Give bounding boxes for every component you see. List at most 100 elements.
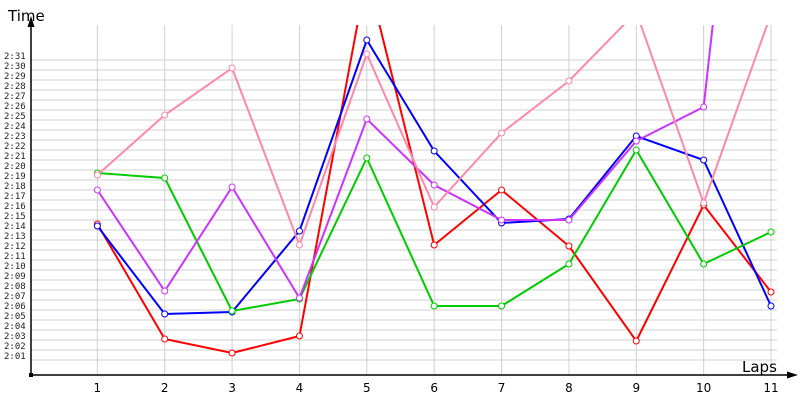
data-point [633, 9, 639, 15]
data-point [228, 64, 236, 72]
y-tick-label: 2:15 [4, 212, 26, 222]
y-tick-label: 2:17 [4, 192, 26, 202]
x-tick-label: 5 [363, 381, 371, 395]
y-tick-label: 2:18 [4, 182, 26, 192]
y-tick-label: 2:14 [4, 222, 26, 232]
y-tick-label: 2:07 [4, 292, 26, 302]
data-point [498, 216, 506, 224]
x-tick-label: 1 [94, 381, 102, 395]
data-point [363, 50, 371, 58]
x-axis-ticks: 1 2 3 4 5 6 7 8 9 10 11 [94, 381, 779, 395]
data-point [430, 241, 438, 249]
y-tick-label: 2:13 [4, 232, 26, 242]
data-point [295, 227, 303, 235]
y-tick-label: 2:10 [4, 262, 26, 272]
data-point [632, 137, 640, 145]
y-tick-label: 2:06 [4, 302, 26, 312]
data-point [363, 154, 371, 162]
series-0 [93, 25, 775, 357]
y-tick-label: 2:04 [4, 322, 26, 332]
x-tick-label: 11 [763, 381, 778, 395]
data-point [430, 302, 438, 310]
data-point [228, 183, 236, 191]
data-point [430, 147, 438, 155]
data-point [700, 103, 708, 111]
data-point [565, 216, 573, 224]
data-point [565, 260, 573, 268]
y-tick-label: 2:05 [4, 312, 26, 322]
x-tick-label: 8 [565, 381, 573, 395]
data-point [295, 241, 303, 249]
data-point [700, 260, 708, 268]
data-point [295, 294, 303, 302]
data-point [498, 129, 506, 137]
y-tick-label: 2:02 [4, 342, 26, 352]
y-tick-label: 2:31 [4, 52, 26, 62]
data-point [430, 181, 438, 189]
data-point [430, 203, 438, 211]
y-tick-label: 2:27 [4, 92, 26, 102]
x-tick-label: 2 [161, 381, 169, 395]
x-tick-label: 4 [296, 381, 304, 395]
y-tick-label: 2:11 [4, 252, 26, 262]
data-point [161, 174, 169, 182]
y-tick-label: 2:01 [4, 352, 26, 362]
data-point [363, 36, 371, 44]
data-point [93, 186, 101, 194]
y-tick-label: 2:20 [4, 162, 26, 172]
data-point [700, 156, 708, 164]
y-tick-label: 2:12 [4, 242, 26, 252]
y-tick-label: 2:28 [4, 82, 26, 92]
x-axis-label: Laps [742, 358, 777, 376]
x-tick-label: 10 [696, 381, 711, 395]
y-tick-label: 2:09 [4, 272, 26, 282]
data-point [228, 349, 236, 357]
data-point [700, 199, 708, 207]
y-tick-label: 2:23 [4, 132, 26, 142]
data-point [161, 310, 169, 318]
series-4 [93, 9, 774, 249]
series-1 [93, 36, 775, 318]
y-tick-label: 2:19 [4, 172, 26, 182]
data-point [498, 302, 506, 310]
data-point [93, 171, 101, 179]
y-tick-label: 2:21 [4, 152, 26, 162]
y-tick-label: 2:26 [4, 102, 26, 112]
data-point [161, 287, 169, 295]
data-point [767, 302, 775, 310]
data-point [768, 11, 774, 17]
x-tick-label: 9 [632, 381, 640, 395]
data-point [767, 228, 775, 236]
data-point [93, 222, 101, 230]
y-tick-label: 2:25 [4, 112, 26, 122]
series-3 [93, 25, 714, 302]
y-tick-label: 2:03 [4, 332, 26, 342]
origin-marker [29, 373, 33, 377]
data-point [161, 335, 169, 343]
x-axis-arrow-icon [787, 371, 798, 379]
y-tick-label: 2:30 [4, 62, 26, 72]
data-point [498, 186, 506, 194]
x-tick-label: 3 [228, 381, 236, 395]
data-point [632, 337, 640, 345]
y-tick-label: 2:08 [4, 282, 26, 292]
x-tick-label: 6 [430, 381, 438, 395]
data-point [632, 146, 640, 154]
data-point [228, 307, 236, 315]
data-point [363, 115, 371, 123]
y-tick-label: 2:24 [4, 122, 26, 132]
x-tick-label: 7 [498, 381, 506, 395]
y-axis-ticks: 2:012:022:032:042:052:062:072:082:092:10… [4, 52, 26, 362]
data-point [295, 332, 303, 340]
data-point [565, 242, 573, 250]
y-tick-label: 2:22 [4, 142, 26, 152]
data-point [565, 77, 573, 85]
data-point [161, 111, 169, 119]
y-axis-arrow-icon [27, 16, 35, 27]
y-tick-label: 2:29 [4, 72, 26, 82]
data-point [767, 288, 775, 296]
series-lines [93, 9, 775, 357]
y-tick-label: 2:16 [4, 202, 26, 212]
y-axis-label: Time [7, 7, 45, 25]
